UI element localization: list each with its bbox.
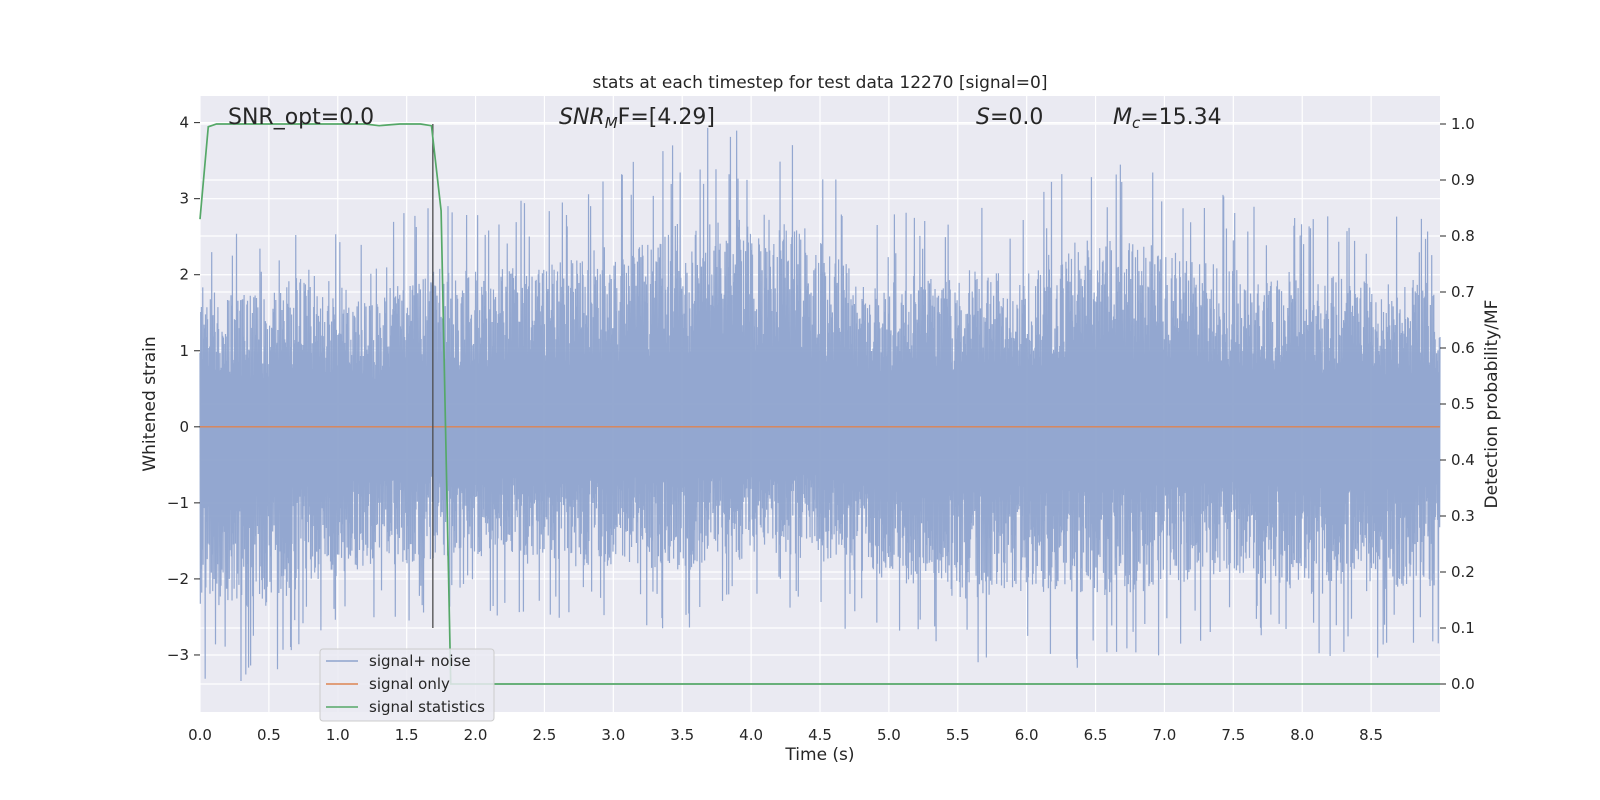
y-tick-label: 1: [179, 342, 189, 360]
y2-tick-label: 1.0: [1451, 115, 1475, 133]
series-line-signal-noise: [199, 127, 1441, 682]
y-axis-label: Whitened strain: [140, 336, 160, 471]
y2-tick-label: 0.5: [1451, 395, 1475, 413]
y-tick-label: −2: [167, 570, 189, 588]
y2-tick-label: 0.8: [1451, 227, 1475, 245]
x-tick-label: 2.0: [464, 726, 488, 744]
x-tick-label: 3.5: [670, 726, 694, 744]
y-tick-label: −1: [167, 494, 189, 512]
legend-label-signal-only: signal only: [369, 675, 450, 693]
x-tick-label: 5.0: [877, 726, 901, 744]
axis-ticks: 0.0 0.5 1.0 1.5 2.0 2.5 3.0 3.5 4.0 4.5 5.0 5.5 6.0 6…: [167, 114, 1475, 744]
y2-tick-label: 0.1: [1451, 619, 1475, 637]
x-tick-label: 4.5: [808, 726, 832, 744]
x-tick-label: 6.5: [1084, 726, 1108, 744]
line-series: [199, 123, 1440, 685]
annotation-mc-sub: c: [1132, 114, 1141, 132]
annotation-snr-mf-rest: F=[4.29]: [618, 105, 715, 130]
y-tick-label: 0: [179, 418, 189, 436]
chart-title: stats at each timestep for test data 122…: [593, 73, 1048, 93]
x-tick-label: 3.0: [601, 726, 625, 744]
annotation-snr-opt: SNR_opt=0.0: [228, 105, 374, 130]
y2-tick-label: 0.7: [1451, 283, 1475, 301]
legend-label-signal-statistics: signal statistics: [369, 698, 485, 716]
annotation-s-rest: =0.0: [990, 105, 1043, 130]
y-tick-label: 4: [179, 114, 189, 132]
x-tick-label: 1.5: [395, 726, 419, 744]
y-tick-label: −3: [167, 646, 189, 664]
x-tick-label: 4.0: [739, 726, 763, 744]
x-axis-label: Time (s): [784, 745, 854, 765]
y-tick-label: 3: [179, 190, 189, 208]
x-tick-label: 0.5: [257, 726, 281, 744]
annotation-snr-mf: SNRMF=[4.29]: [559, 105, 715, 132]
annotation-s: S=0.0: [976, 105, 1043, 130]
y2-tick-label: 0.0: [1451, 675, 1475, 693]
series-line-signal-statistics: [199, 123, 1440, 685]
annotation-s-label: S: [976, 105, 990, 130]
y2-tick-label: 0.4: [1451, 451, 1475, 469]
y2-tick-label: 0.9: [1451, 171, 1475, 189]
y2-tick-label: 0.2: [1451, 563, 1475, 581]
signal-noise-series: [199, 127, 1441, 682]
legend-label-signal-noise: signal+ noise: [369, 652, 471, 670]
x-tick-label: 5.5: [946, 726, 970, 744]
annotation-mc: Mc=15.34: [1113, 105, 1222, 132]
legend: signal+ noise signal only signal statist…: [319, 648, 495, 722]
annotation-snr-mf-sub: M: [605, 114, 618, 132]
x-tick-label: 2.5: [533, 726, 557, 744]
x-tick-label: 7.5: [1221, 726, 1245, 744]
y2-tick-label: 0.6: [1451, 339, 1475, 357]
y2-tick-label: 0.3: [1451, 507, 1475, 525]
x-tick-label: 7.0: [1153, 726, 1177, 744]
legend-box: [319, 648, 495, 722]
annotation-mc-rest: =15.34: [1140, 105, 1221, 130]
annotation-snr-mf-base: SNR: [559, 105, 605, 130]
x-tick-label: 8.0: [1290, 726, 1314, 744]
annotation-mc-base: M: [1113, 105, 1132, 130]
x-tick-label: 1.0: [326, 726, 350, 744]
x-tick-label: 8.5: [1359, 726, 1383, 744]
y-tick-label: 2: [179, 266, 189, 284]
x-tick-label: 6.0: [1015, 726, 1039, 744]
y2-axis-label: Detection probability/MF: [1482, 300, 1502, 509]
x-tick-label: 0.0: [188, 726, 212, 744]
